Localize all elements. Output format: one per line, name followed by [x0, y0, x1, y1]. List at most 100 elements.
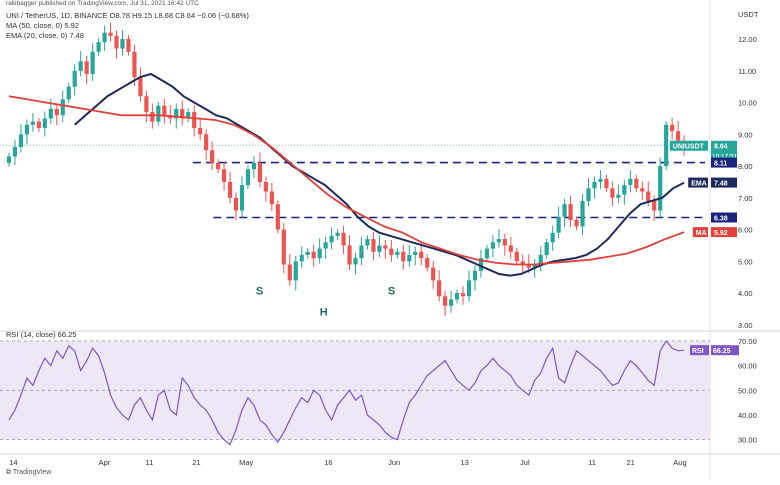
candles — [6, 22, 687, 316]
pattern-label: H — [320, 306, 328, 318]
price-tag-label-bg — [692, 227, 708, 238]
candle-body — [263, 181, 268, 192]
candle-body — [72, 70, 77, 87]
time-tick-label: May — [239, 458, 253, 467]
candle-body — [658, 166, 663, 211]
candle-body — [580, 200, 585, 227]
candle-body — [478, 258, 484, 271]
rsi-tag-bg — [711, 345, 739, 356]
rsi-tick-label: 30.00 — [738, 436, 757, 445]
candle-body — [431, 267, 436, 281]
y-axis-title: USDT — [738, 10, 759, 19]
rsi-line — [8, 339, 685, 446]
candle-body — [520, 261, 525, 265]
candle-body — [628, 178, 633, 186]
candle-body — [634, 178, 639, 189]
candle-body — [6, 156, 12, 163]
price-tag-value: 7.48 — [714, 181, 728, 188]
time-tick-label: Aug — [673, 458, 686, 467]
rsi-tag-label-bg — [690, 345, 709, 356]
candle-body — [192, 112, 197, 128]
candle-body — [84, 61, 89, 74]
rsi-tick-label: 50.00 — [738, 386, 757, 395]
candle-body — [138, 77, 143, 97]
candle-body — [24, 124, 30, 135]
price-tag-value: 8.11 — [714, 161, 727, 168]
time-tick-label: 21 — [192, 458, 200, 467]
candle-body — [508, 245, 513, 252]
candle-body — [574, 220, 579, 227]
rsi-tick-label: 40.00 — [738, 411, 757, 420]
candle-body — [514, 251, 519, 262]
price-tag-value: 6.38 — [714, 216, 728, 223]
candle-body — [544, 242, 549, 255]
price-tag-value: 5.92 — [714, 230, 728, 237]
candle-body — [198, 127, 203, 135]
candle-body — [311, 251, 316, 259]
rsi-legend: RSI (14, close) 66.25 — [6, 330, 77, 339]
price-tick-label: 4.00 — [738, 289, 753, 298]
ema-legend: EMA (20, close, 0) 7.48 — [6, 31, 84, 40]
candle-body — [347, 245, 352, 265]
candle-body — [251, 162, 257, 170]
candle-body — [550, 232, 555, 243]
tradingview-logo: ⧉ TradingView — [6, 469, 52, 476]
candle-body — [42, 118, 47, 128]
candle-body — [383, 245, 388, 249]
price-tick-label: 11.00 — [738, 67, 756, 76]
candle-body — [54, 108, 59, 116]
time-tick-label: 21 — [626, 458, 634, 467]
candle-body — [640, 188, 645, 192]
candle-body — [622, 185, 627, 195]
candle-body — [210, 150, 215, 163]
candle-body — [150, 112, 155, 122]
candle-body — [460, 293, 466, 297]
candle-body — [323, 242, 328, 249]
candle-body — [102, 32, 107, 43]
candle-body — [36, 121, 41, 128]
candle-body — [413, 251, 418, 255]
time-tick-label: Apr — [99, 458, 111, 467]
candle-body — [233, 197, 239, 211]
candle-body — [257, 162, 263, 182]
price-tag-label: UNIUSDT — [673, 144, 705, 151]
candle-body — [556, 216, 561, 233]
price-tag-countdown: 10:17:51 — [712, 154, 738, 161]
candle-body — [48, 108, 53, 119]
time-tick-label: Jun — [388, 458, 400, 467]
price-tag-bg — [711, 177, 737, 188]
candle-body — [341, 232, 346, 246]
candle-body — [275, 204, 280, 230]
candle-body — [90, 51, 95, 74]
price-tag-label-bg — [669, 140, 708, 151]
candle-body — [78, 61, 83, 71]
candle-body — [496, 239, 501, 243]
price-tag-bg — [711, 157, 737, 168]
rsi-tag-value: 66.25 — [713, 348, 731, 355]
candle-body — [592, 181, 597, 189]
candle-body — [120, 39, 125, 49]
candle-body — [293, 261, 298, 281]
time-tick-label: 14 — [9, 458, 17, 467]
ma-legend: MA (50, close, 0) 5.92 — [6, 21, 79, 30]
candle-body — [646, 191, 651, 201]
candle-body — [144, 96, 149, 113]
candle-body — [448, 299, 454, 306]
candle-body — [132, 51, 137, 78]
ema-20-line — [74, 72, 685, 277]
symbol-line: UNI / TetherUS, 1D, BINANCE O8.78 H9.15 … — [6, 11, 249, 20]
candle-body — [538, 254, 543, 265]
candle-body — [221, 169, 227, 182]
candle-body — [395, 251, 400, 255]
price-tick-label: 3.00 — [738, 321, 753, 330]
candle-body — [676, 131, 681, 141]
price-tag-bg — [711, 212, 737, 223]
candle-body — [425, 258, 430, 268]
price-tick-label: 9.00 — [738, 130, 753, 139]
candle-body — [532, 264, 537, 268]
price-tick-label: 8.00 — [738, 162, 753, 171]
ma-50-line — [8, 95, 685, 266]
candle-body — [490, 242, 496, 249]
